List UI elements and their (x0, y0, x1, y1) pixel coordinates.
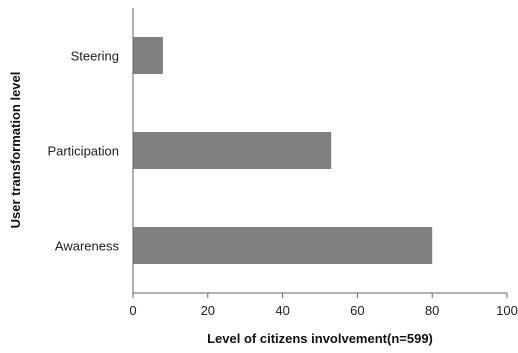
bar-steering (133, 37, 163, 74)
x-ticks-group: 0 20 40 60 80 100 (129, 293, 518, 318)
y-category-label-awareness: Awareness (55, 239, 120, 254)
x-tick-label: 0 (129, 303, 136, 318)
x-axis-title: Level of citizens involvement(n=599) (207, 331, 433, 346)
x-tick-label: 100 (496, 303, 518, 318)
bar-participation (133, 132, 332, 169)
x-tick-label: 40 (275, 303, 289, 318)
x-tick-label: 60 (350, 303, 364, 318)
x-tick-label: 80 (425, 303, 439, 318)
bars-group (133, 37, 433, 264)
y-category-label-participation: Participation (47, 144, 119, 159)
y-category-labels-group: Awareness Participation Steering (47, 49, 119, 254)
y-category-label-steering: Steering (71, 49, 119, 64)
y-axis-title: User transformation level (8, 72, 23, 229)
bar-awareness (133, 227, 433, 264)
x-tick-label: 20 (201, 303, 215, 318)
